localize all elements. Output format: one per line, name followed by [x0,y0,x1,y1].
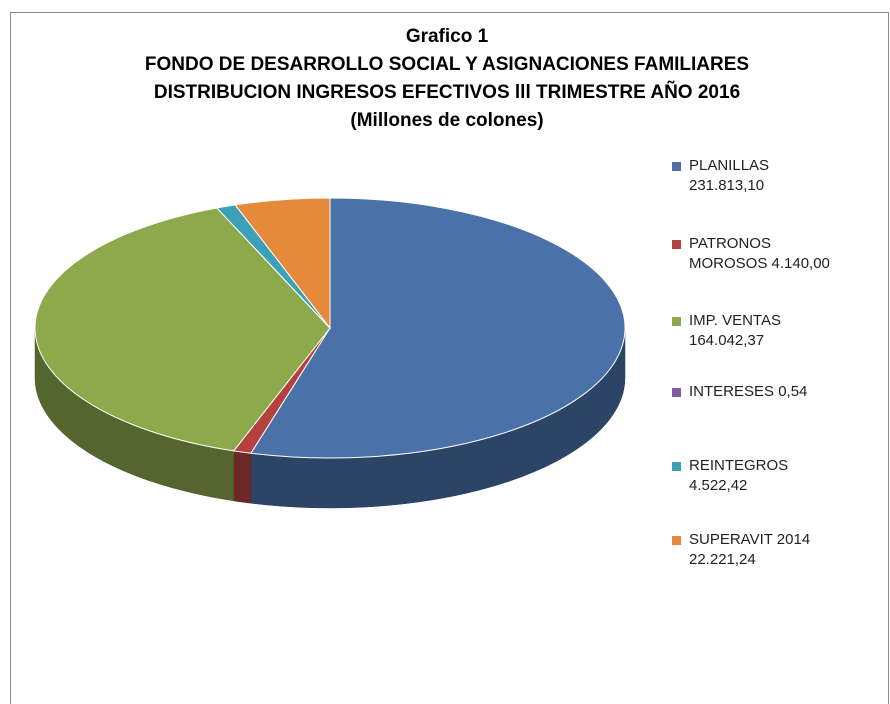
chart-subtitle: FONDO DE DESARROLLO SOCIAL Y ASIGNACIONE… [145,54,749,75]
legend-text: INTERESES 0,54 [689,382,839,402]
legend-label: INTERESES [689,383,775,400]
legend-label: PATRONOS MOROSOS [689,235,771,272]
legend-item: REINTEGROS 4.522,42 [672,456,839,496]
legend-label: SUPERAVIT 2014 [689,531,811,548]
pie-slice [234,197,331,330]
pie-side [233,450,252,504]
legend-item: PLANILLAS 231.813,10 [672,156,839,196]
legend-label: REINTEGROS [689,457,789,474]
legend-item: INTERESES 0,54 [672,382,839,402]
legend-value: 22.221,24 [689,551,756,568]
legend-marker [672,317,681,326]
legend-value: 0,54 [778,383,808,400]
legend-marker [672,162,681,171]
legend-marker [672,462,681,471]
legend-text: REINTEGROS 4.522,42 [689,456,839,496]
legend-value: 4.140,00 [771,255,830,272]
legend-value: 164.042,37 [689,332,765,349]
legend-item: SUPERAVIT 2014 22.221,24 [672,530,839,570]
chart-title: Grafico 1 [406,26,489,47]
legend-text: PATRONOS MOROSOS 4.140,00 [689,234,839,274]
legend-text: SUPERAVIT 2014 22.221,24 [689,530,839,570]
pie-slice [250,197,626,459]
legend-text: IMP. VENTAS 164.042,37 [689,311,839,351]
legend-value: 4.522,42 [689,477,748,494]
legend-item: IMP. VENTAS 164.042,37 [672,311,839,351]
legend-value: 231.813,10 [689,177,765,194]
pie-slice [34,207,331,452]
legend-marker [672,240,681,249]
legend-marker [672,536,681,545]
chart-subtitle: (Millones de colones) [350,110,543,131]
legend-item: PATRONOS MOROSOS 4.140,00 [672,234,839,274]
legend-marker [672,388,681,397]
legend-label: PLANILLAS [689,157,770,174]
chart-subtitle: DISTRIBUCION INGRESOS EFECTIVOS lll TRIM… [154,81,740,103]
legend-label: IMP. VENTAS [689,312,781,329]
legend-text: PLANILLAS 231.813,10 [689,156,839,196]
